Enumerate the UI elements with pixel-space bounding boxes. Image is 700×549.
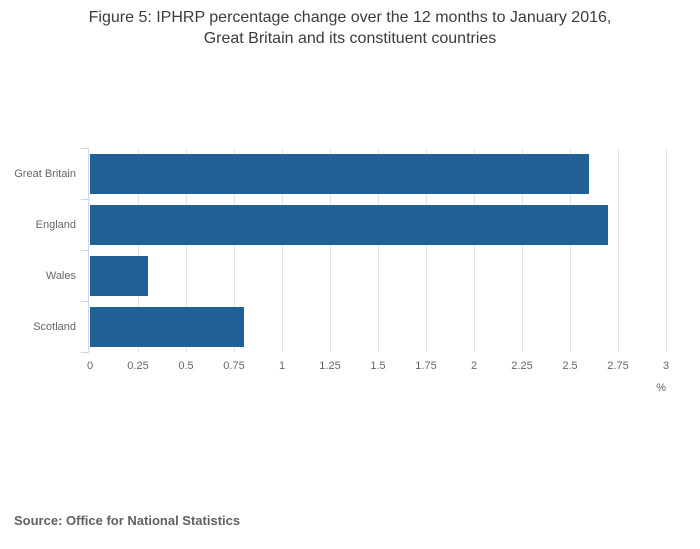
x-axis-tick-label: 0 [86, 360, 94, 372]
bar-wales[interactable] [90, 256, 148, 296]
x-axis-tick-label: 0.5 [178, 360, 194, 372]
x-axis-tick-label: 1.5 [370, 360, 386, 372]
x-axis-tick-label: 2 [470, 360, 478, 372]
bar-great-britain[interactable] [90, 154, 590, 194]
chart-title-line-1: Figure 5: IPHRP percentage change over t… [88, 9, 612, 26]
x-gridline [185, 149, 187, 352]
x-axis-tick-label: 2.5 [562, 360, 578, 372]
y-axis-category-label: Great Britain [14, 167, 76, 180]
x-axis-tick-label: 0.25 [127, 360, 149, 372]
bar-scotland[interactable] [90, 307, 244, 347]
x-gridline [521, 149, 523, 352]
y-axis-tick [81, 250, 88, 251]
source-note: Source: Office for National Statistics [14, 513, 241, 528]
y-axis-tick [81, 301, 88, 302]
x-gridline [233, 149, 235, 352]
x-gridline [137, 149, 139, 352]
y-axis-tick [81, 352, 88, 353]
x-axis-unit-label: % [656, 382, 666, 394]
y-axis-line [88, 148, 89, 353]
y-axis-category-label: Scotland [33, 320, 76, 333]
y-axis-category-label: England [35, 218, 76, 231]
x-gridline [329, 149, 331, 352]
x-gridline [569, 149, 571, 352]
x-axis-tick-label: 1.25 [319, 360, 341, 372]
x-axis-tick-label: 0.75 [223, 360, 245, 372]
x-axis-tick-label: 1 [278, 360, 286, 372]
x-axis-tick-label: 3 [662, 360, 670, 372]
x-gridline [473, 149, 475, 352]
chart-title-line-2: Great Britain and its constituent countr… [203, 30, 497, 47]
x-gridline [665, 149, 667, 352]
bar-england[interactable] [90, 205, 609, 245]
x-gridline [617, 149, 619, 352]
chart-title: Figure 5: IPHRP percentage change over t… [0, 7, 700, 49]
x-gridline [377, 149, 379, 352]
x-axis-tick-label: 1.75 [415, 360, 437, 372]
y-axis-category-label: Wales [45, 269, 76, 282]
y-axis-tick [81, 148, 88, 149]
x-gridline [425, 149, 427, 352]
x-axis-tick-label: 2.25 [511, 360, 533, 372]
x-gridline [281, 149, 283, 352]
x-axis-tick-label: 2.75 [607, 360, 629, 372]
y-axis-tick [81, 199, 88, 200]
